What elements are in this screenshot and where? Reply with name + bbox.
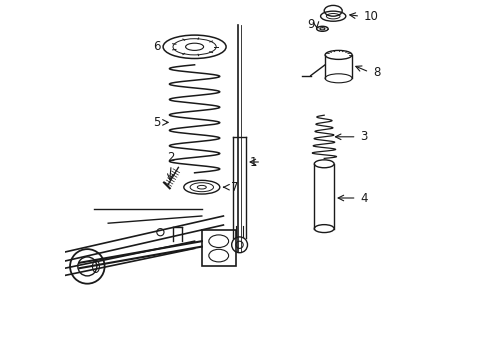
Text: 10: 10 [364,10,379,23]
Text: 8: 8 [373,66,380,78]
Text: 5: 5 [153,116,160,129]
Text: 7: 7 [231,181,238,194]
Text: 4: 4 [360,192,368,204]
Text: 6: 6 [153,40,160,53]
Text: 1: 1 [250,156,258,168]
Text: 3: 3 [360,130,368,143]
Text: 9: 9 [308,18,315,31]
Text: 2: 2 [168,151,175,164]
